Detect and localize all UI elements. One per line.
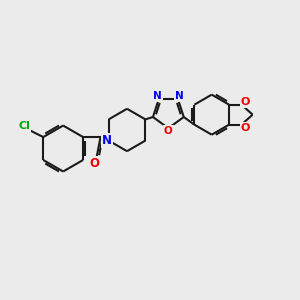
Text: O: O [89, 157, 99, 170]
Text: O: O [164, 126, 173, 136]
Text: Cl: Cl [19, 121, 30, 131]
Text: N: N [102, 134, 112, 147]
Text: O: O [241, 97, 250, 107]
Text: O: O [241, 123, 250, 133]
Text: N: N [175, 91, 184, 101]
Text: N: N [153, 91, 162, 101]
